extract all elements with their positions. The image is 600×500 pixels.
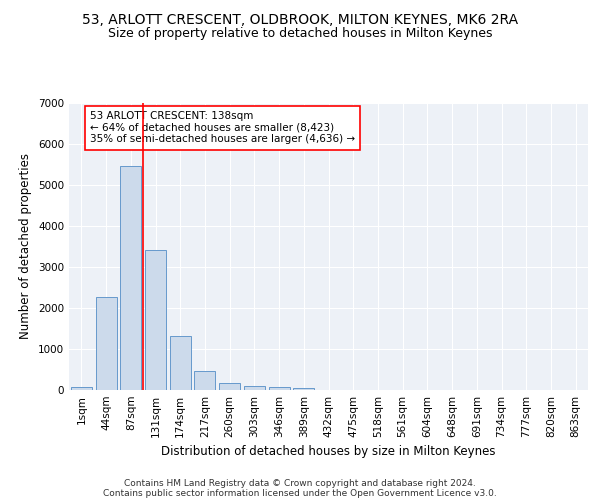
Bar: [95, 297, 116, 390]
Bar: [244, 386, 265, 390]
Bar: [120, 166, 141, 390]
Text: Size of property relative to detached houses in Milton Keynes: Size of property relative to detached ho…: [108, 28, 492, 40]
X-axis label: Distribution of detached houses by size in Milton Keynes: Distribution of detached houses by size …: [161, 446, 496, 458]
Text: Contains HM Land Registry data © Crown copyright and database right 2024.: Contains HM Land Registry data © Crown c…: [124, 478, 476, 488]
Text: 53 ARLOTT CRESCENT: 138sqm
← 64% of detached houses are smaller (8,423)
35% of s: 53 ARLOTT CRESCENT: 138sqm ← 64% of deta…: [90, 111, 355, 144]
Y-axis label: Number of detached properties: Number of detached properties: [19, 153, 32, 340]
Bar: [145, 250, 166, 390]
Bar: [170, 336, 191, 390]
Bar: [293, 388, 314, 390]
Bar: [219, 384, 240, 390]
Bar: [71, 386, 92, 390]
Bar: [194, 370, 215, 390]
Text: Contains public sector information licensed under the Open Government Licence v3: Contains public sector information licen…: [103, 488, 497, 498]
Bar: [269, 387, 290, 390]
Text: 53, ARLOTT CRESCENT, OLDBROOK, MILTON KEYNES, MK6 2RA: 53, ARLOTT CRESCENT, OLDBROOK, MILTON KE…: [82, 12, 518, 26]
